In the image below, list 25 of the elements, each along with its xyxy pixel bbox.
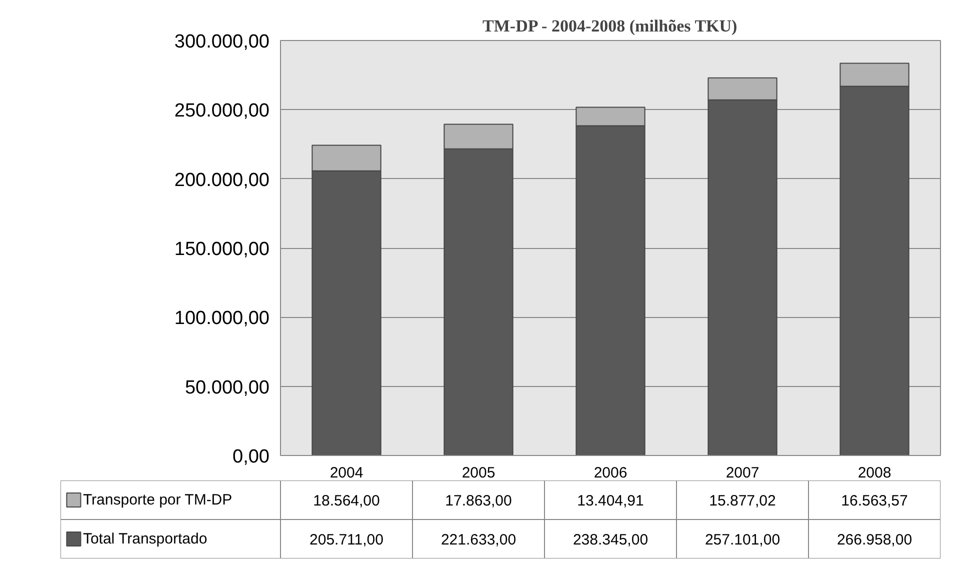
y-tick-label: 200.000,00 [174,170,270,191]
y-tick-label: 0,00 [232,446,270,468]
y-tick-label: 50.000,00 [184,377,270,398]
data-label: 17.863,00 [445,492,512,510]
data-label: 18.564,00 [313,492,380,510]
data-label: 238.345,00 [572,532,648,548]
x-tick-label: 2006 [594,464,628,482]
chart-title: TM-DP - 2004-2008 (milhões TKU) [482,16,738,36]
y-tick-label: 150.000,00 [174,239,270,260]
x-tick-label: 2005 [462,464,496,482]
data-label: 15.877,02 [709,492,776,510]
legend-label: Total Transportado [82,530,208,548]
y-tick-label: 250.000,00 [174,100,270,122]
x-tick-label: 2007 [726,464,760,482]
data-label: 16.563,57 [841,492,908,510]
x-tick-label: 2004 [330,464,364,482]
data-label: 13.404,91 [577,492,644,510]
legend-label: Transporte por TM-DP [82,492,232,508]
data-label: 221.633,00 [440,532,516,548]
x-tick-label: 2008 [858,464,892,482]
data-label: 266.958,00 [836,532,912,548]
y-tick-label: 100.000,00 [174,308,270,330]
data-label: 257.101,00 [704,532,780,548]
y-tick-label: 300.000,00 [174,32,270,52]
data-label: 205.711,00 [310,532,384,548]
